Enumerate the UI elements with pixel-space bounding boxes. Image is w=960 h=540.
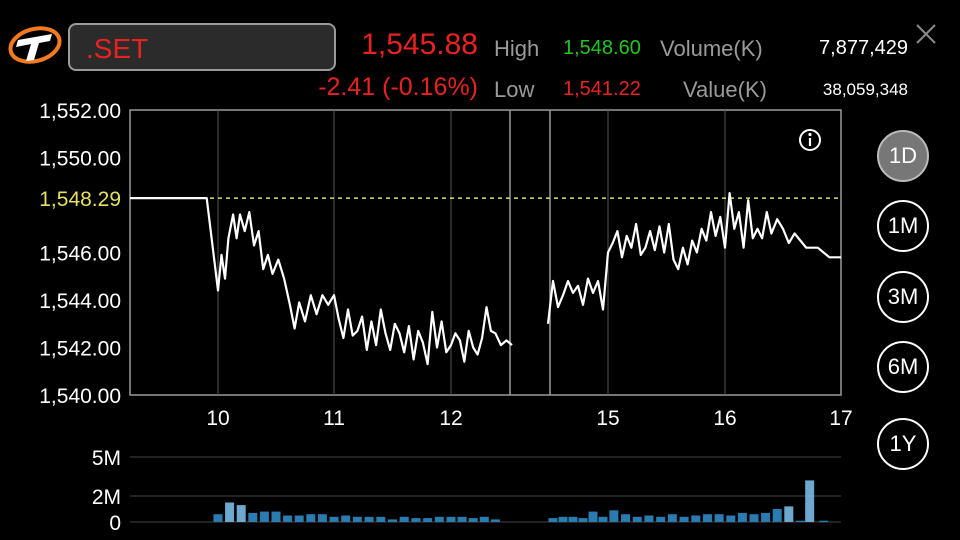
low-value: 1,541.22 bbox=[563, 78, 641, 100]
volume-label: Volume(K) bbox=[660, 36, 763, 61]
x-tick-label: 16 bbox=[713, 407, 736, 430]
price-line-morning bbox=[130, 197, 513, 366]
price-line-afternoon bbox=[546, 192, 841, 324]
volume-bar bbox=[490, 519, 500, 522]
value-label: Value(K) bbox=[683, 77, 767, 102]
volume-bar bbox=[548, 518, 558, 522]
volume-bar bbox=[656, 516, 666, 522]
y-tick-label: 1,546.00 bbox=[39, 243, 121, 266]
volume-bar bbox=[259, 511, 269, 522]
y-tick-label: 1,544.00 bbox=[39, 290, 121, 313]
volume-bar bbox=[784, 506, 794, 522]
volume-bar bbox=[283, 515, 293, 522]
symbol-search-field[interactable]: .SET bbox=[68, 23, 336, 71]
y-tick-label: 1,542.00 bbox=[39, 338, 121, 361]
period-1y-button[interactable]: 1Y bbox=[877, 418, 929, 470]
volume-bar bbox=[411, 518, 421, 522]
volume-value: 7,877,429 bbox=[819, 37, 908, 59]
volume-bar bbox=[329, 516, 339, 522]
volume-bar bbox=[737, 512, 747, 522]
volume-bar bbox=[423, 518, 433, 522]
volume-bar bbox=[702, 514, 712, 522]
value-value: 38,059,348 bbox=[822, 80, 908, 99]
volume-bar bbox=[213, 514, 223, 522]
volume-bar bbox=[558, 516, 568, 522]
volume-bar bbox=[568, 516, 578, 522]
volume-bar bbox=[341, 515, 351, 522]
high-value: 1,548.60 bbox=[563, 37, 641, 59]
volume-bar bbox=[667, 514, 677, 522]
volume-bar bbox=[714, 514, 724, 522]
app-logo-icon bbox=[8, 26, 62, 64]
price-chart-frame bbox=[129, 109, 842, 396]
volume-bar bbox=[819, 520, 829, 522]
volume-bar bbox=[479, 516, 489, 522]
volume-bar bbox=[457, 516, 467, 522]
volume-bar bbox=[271, 511, 281, 522]
volume-bar bbox=[772, 509, 782, 522]
volume-bar bbox=[364, 516, 374, 522]
prev-close-label: 1,548.29 bbox=[39, 188, 121, 211]
volume-bar bbox=[446, 516, 456, 522]
x-tick-label: 12 bbox=[439, 407, 462, 430]
y-tick-label: 1,550.00 bbox=[39, 148, 121, 171]
volume-bar bbox=[294, 515, 304, 522]
volume-bar bbox=[588, 511, 598, 522]
volume-bar bbox=[632, 516, 642, 522]
volume-bar bbox=[225, 502, 235, 522]
volume-bar bbox=[578, 518, 588, 522]
period-1d-button[interactable]: 1D bbox=[877, 130, 929, 182]
x-tick-label: 15 bbox=[596, 407, 619, 430]
volume-bar bbox=[306, 514, 316, 522]
volume-bar bbox=[621, 514, 631, 522]
info-icon[interactable] bbox=[799, 129, 821, 151]
period-3m-button[interactable]: 3M bbox=[877, 271, 929, 323]
volume-tick-label: 0 bbox=[109, 512, 121, 535]
volume-bar bbox=[598, 516, 608, 522]
volume-bar bbox=[352, 516, 362, 522]
volume-bar bbox=[376, 516, 386, 522]
price-change: -2.41 (-0.16%) bbox=[318, 73, 478, 101]
volume-bar bbox=[468, 518, 478, 522]
volume-bar bbox=[236, 505, 246, 522]
volume-bar bbox=[399, 516, 409, 522]
volume-bar bbox=[644, 515, 654, 522]
volume-tick-label: 2M bbox=[92, 486, 121, 509]
volume-bar bbox=[388, 519, 397, 522]
volume-bar bbox=[761, 512, 771, 522]
volume-bar bbox=[805, 480, 815, 522]
period-6m-button[interactable]: 6M bbox=[877, 341, 929, 393]
volume-bar bbox=[609, 510, 619, 522]
x-tick-label: 17 bbox=[829, 407, 852, 430]
low-label: Low bbox=[494, 77, 535, 102]
high-label: High bbox=[494, 36, 540, 61]
volume-bar bbox=[434, 516, 444, 522]
volume-bar bbox=[248, 512, 258, 522]
volume-bar bbox=[726, 515, 736, 522]
volume-tick-label: 5M bbox=[92, 447, 121, 470]
x-tick-label: 11 bbox=[323, 407, 345, 430]
y-tick-label: 1,552.00 bbox=[39, 100, 121, 123]
close-icon[interactable] bbox=[914, 22, 938, 46]
last-price: 1,545.88 bbox=[361, 28, 478, 61]
volume-bar bbox=[679, 516, 689, 522]
symbol-text: .SET bbox=[86, 33, 149, 64]
volume-bar bbox=[749, 514, 759, 522]
y-tick-label: 1,540.00 bbox=[39, 385, 121, 408]
volume-bar bbox=[317, 514, 327, 522]
volume-bar bbox=[795, 520, 805, 522]
volume-bar bbox=[691, 515, 701, 522]
period-1m-button[interactable]: 1M bbox=[877, 200, 929, 252]
x-tick-label: 10 bbox=[206, 407, 229, 430]
